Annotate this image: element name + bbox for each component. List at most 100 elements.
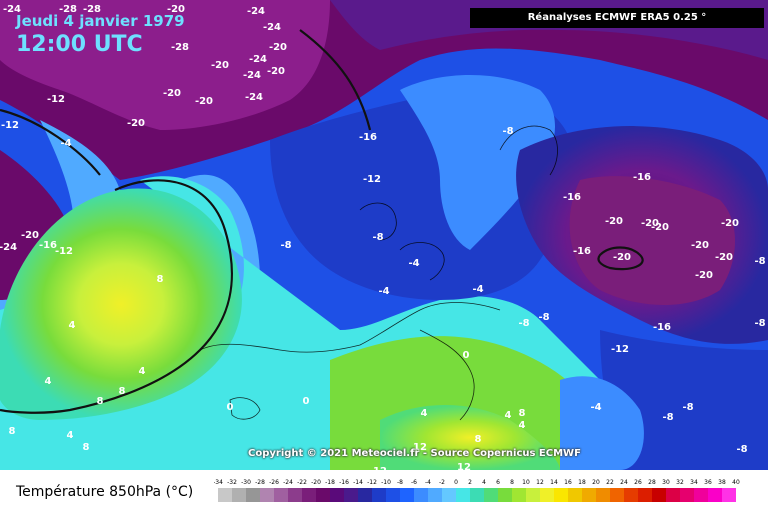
legend-swatch: [582, 488, 596, 502]
map-value-label: -16: [563, 192, 581, 203]
temperature-map: -24 -28 -28 -20 -24-24-28-24-20-20-24 -20-20-…: [0, 0, 768, 470]
legend-tick-label: -28: [255, 479, 265, 486]
legend-tick-label: 16: [564, 479, 572, 486]
map-value-label: -20: [695, 270, 713, 281]
legend-tick-label: -30: [241, 479, 251, 486]
map-value-label: 4: [519, 420, 526, 431]
map-value-label: -12: [55, 246, 73, 257]
map-value-label: 4: [67, 430, 74, 441]
map-value-label: -20: [127, 118, 145, 129]
legend-tick-label: -6: [411, 479, 417, 486]
map-value-label: -28: [59, 4, 77, 15]
map-value-label: 4: [69, 320, 76, 331]
map-value-label: 12: [413, 442, 427, 453]
legend-swatch: [554, 488, 568, 502]
map-value-label: 8: [9, 426, 16, 437]
source-label: Réanalyses ECMWF ERA5 0.25 °: [470, 8, 764, 28]
map-value-label: -24: [263, 22, 281, 33]
map-value-label: 8: [519, 408, 526, 419]
legend-tick-label: 20: [592, 479, 600, 486]
map-value-label: 8: [157, 274, 164, 285]
legend-tick-label: 14: [550, 479, 558, 486]
map-value-label: -8: [736, 444, 747, 455]
map-value-label: -16: [633, 172, 651, 183]
map-value-label: 8: [119, 386, 126, 397]
map-value-label: -8: [754, 256, 765, 267]
map-value-label: -8: [682, 402, 693, 413]
map-value-label: -8: [372, 232, 383, 243]
legend-tick-label: 36: [704, 479, 712, 486]
map-value-label: -12: [611, 344, 629, 355]
date-title: Jeudi 4 janvier 1979: [16, 12, 185, 30]
legend-swatch: [414, 488, 428, 502]
legend-tick-label: 10: [522, 479, 530, 486]
legend-swatch: [680, 488, 694, 502]
map-value-label: -20: [605, 216, 623, 227]
map-value-label: -8: [662, 412, 673, 423]
legend-tick-label: -24: [283, 479, 293, 486]
legend-swatch: [330, 488, 344, 502]
legend-tick-label: -2: [439, 479, 445, 486]
legend-tick-label: -10: [381, 479, 391, 486]
legend-tick-label: -12: [367, 479, 377, 486]
map-value-label: -24: [3, 4, 21, 15]
legend-swatch: [666, 488, 680, 502]
greenland-zone: [0, 0, 330, 130]
copyright-label: Copyright © 2021 Meteociel.fr - Source C…: [248, 448, 581, 459]
legend-tick-label: 18: [578, 479, 586, 486]
map-value-label: -16: [359, 132, 377, 143]
legend-tick-label: -34: [214, 479, 223, 486]
time-title: 12:00 UTC: [16, 32, 143, 57]
legend-swatch: [722, 488, 736, 502]
atlantic-warm-core: [0, 188, 242, 420]
legend-tick-label: 12: [536, 479, 544, 486]
legend-swatch: [568, 488, 582, 502]
legend-tick-label: 24: [620, 479, 628, 486]
legend-tick-label: 40: [732, 479, 740, 486]
map-value-label: -20: [651, 222, 669, 233]
legend-swatch: [288, 488, 302, 502]
map-value-label: -20: [167, 4, 185, 15]
legend-tick-label: 26: [634, 479, 642, 486]
legend-tick-label: 28: [648, 479, 656, 486]
legend-title: Température 850hPa (°C): [16, 484, 194, 500]
turkey-cool-zone: [560, 376, 644, 470]
map-value-labels: -24 -28 -28 -20 -24-24-28-24-20-20-24 -20-20-…: [0, 4, 766, 470]
map-value-label: 8: [83, 442, 90, 453]
map-value-label: -8: [754, 318, 765, 329]
legend-swatch: [400, 488, 414, 502]
map-value-label: 12: [373, 466, 387, 470]
legend-swatch: [218, 488, 232, 502]
legend-swatch: [596, 488, 610, 502]
legend-swatch: [274, 488, 288, 502]
map-value-label: -4: [60, 138, 71, 149]
legend-swatch: [316, 488, 330, 502]
legend-swatch: [484, 488, 498, 502]
map-value-label: -16: [653, 322, 671, 333]
legend-swatch: [638, 488, 652, 502]
legend-tick-label: -22: [297, 479, 307, 486]
map-value-label: -20: [211, 60, 229, 71]
map-value-label: -20: [267, 66, 285, 77]
legend-tick-label: -20: [311, 479, 321, 486]
map-value-label: -28: [171, 42, 189, 53]
map-value-label: -24: [245, 92, 263, 103]
map-value-label: -4: [408, 258, 419, 269]
map-value-label: -4: [378, 286, 389, 297]
map-value-label: 0: [227, 402, 234, 413]
map-value-label: -16: [39, 240, 57, 251]
coastlines: [199, 125, 558, 421]
map-value-label: -24: [247, 6, 265, 17]
legend-tick-label: 32: [676, 479, 684, 486]
map-value-label: -20: [269, 42, 287, 53]
map-value-label: 0: [463, 350, 470, 361]
legend-swatch: [526, 488, 540, 502]
map-value-label: -4: [472, 284, 483, 295]
map-value-label: -8: [280, 240, 291, 251]
legend-tick-label: 30: [662, 479, 670, 486]
map-value-label: 4: [421, 408, 428, 419]
legend-swatch: [442, 488, 456, 502]
legend-tick-label: -8: [397, 479, 403, 486]
map-value-label: -20: [21, 230, 39, 241]
